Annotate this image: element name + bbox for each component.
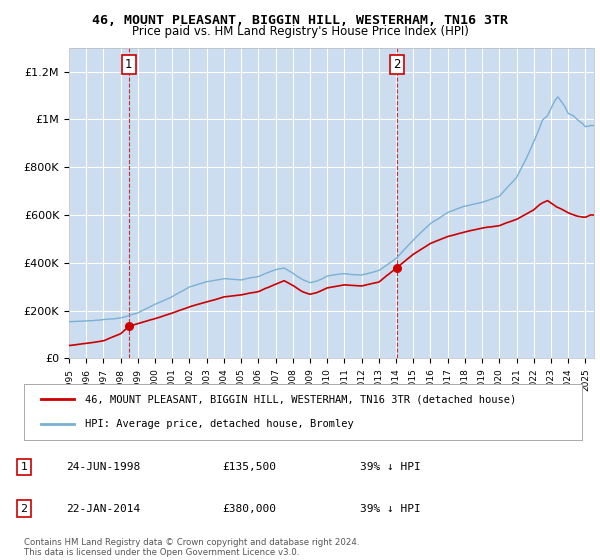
- Text: HPI: Average price, detached house, Bromley: HPI: Average price, detached house, Brom…: [85, 419, 354, 429]
- Text: 22-JAN-2014: 22-JAN-2014: [66, 503, 140, 514]
- Point: [124, 321, 134, 330]
- Text: 2: 2: [20, 503, 28, 514]
- Text: 46, MOUNT PLEASANT, BIGGIN HILL, WESTERHAM, TN16 3TR (detached house): 46, MOUNT PLEASANT, BIGGIN HILL, WESTERH…: [85, 394, 517, 404]
- Text: 39% ↓ HPI: 39% ↓ HPI: [360, 462, 421, 472]
- Text: £135,500: £135,500: [222, 462, 276, 472]
- Text: 1: 1: [125, 58, 133, 71]
- Text: £380,000: £380,000: [222, 503, 276, 514]
- Text: Contains HM Land Registry data © Crown copyright and database right 2024.
This d: Contains HM Land Registry data © Crown c…: [24, 538, 359, 557]
- Text: 39% ↓ HPI: 39% ↓ HPI: [360, 503, 421, 514]
- Text: 2: 2: [394, 58, 401, 71]
- Text: 24-JUN-1998: 24-JUN-1998: [66, 462, 140, 472]
- Point: [392, 263, 402, 272]
- Text: Price paid vs. HM Land Registry's House Price Index (HPI): Price paid vs. HM Land Registry's House …: [131, 25, 469, 38]
- Text: 46, MOUNT PLEASANT, BIGGIN HILL, WESTERHAM, TN16 3TR: 46, MOUNT PLEASANT, BIGGIN HILL, WESTERH…: [92, 14, 508, 27]
- Text: 1: 1: [20, 462, 28, 472]
